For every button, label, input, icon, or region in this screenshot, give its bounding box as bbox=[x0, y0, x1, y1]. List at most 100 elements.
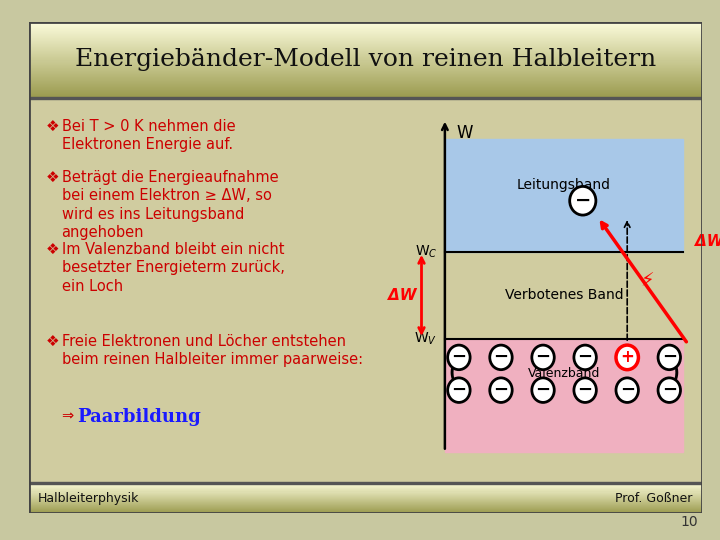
Text: ❖: ❖ bbox=[45, 170, 59, 185]
Text: −: − bbox=[536, 348, 551, 366]
Text: Energiebänder-Modell von reinen Halbleitern: Energiebänder-Modell von reinen Halbleit… bbox=[75, 49, 656, 71]
Bar bbox=[29, 26, 702, 28]
Bar bbox=[29, 44, 702, 45]
Bar bbox=[29, 486, 702, 488]
Bar bbox=[29, 79, 702, 81]
Text: −: − bbox=[451, 348, 467, 366]
Bar bbox=[29, 504, 702, 506]
Bar bbox=[29, 25, 702, 26]
Bar bbox=[29, 76, 702, 77]
Bar bbox=[29, 76, 702, 78]
Bar bbox=[29, 31, 702, 33]
Bar bbox=[29, 69, 702, 71]
Text: −: − bbox=[493, 381, 508, 399]
Text: 10: 10 bbox=[681, 515, 698, 529]
Bar bbox=[29, 484, 702, 485]
Bar bbox=[29, 89, 702, 90]
Bar bbox=[29, 57, 702, 58]
Bar bbox=[29, 30, 702, 32]
Text: ): ) bbox=[669, 359, 680, 388]
Bar bbox=[29, 493, 702, 495]
Bar bbox=[29, 67, 702, 69]
Bar bbox=[29, 43, 702, 44]
Text: −: − bbox=[662, 348, 677, 366]
Text: Valenzband: Valenzband bbox=[528, 367, 600, 380]
Bar bbox=[29, 482, 702, 484]
Circle shape bbox=[490, 345, 512, 370]
Bar bbox=[29, 495, 702, 497]
Text: −: − bbox=[577, 348, 593, 366]
Text: ein Loch: ein Loch bbox=[61, 279, 122, 294]
Bar bbox=[29, 24, 702, 26]
Bar bbox=[29, 488, 702, 489]
Bar bbox=[29, 64, 702, 66]
Text: angehoben: angehoben bbox=[61, 225, 144, 240]
Bar bbox=[29, 90, 702, 91]
Bar bbox=[29, 511, 702, 513]
Bar bbox=[29, 59, 702, 60]
Text: Leitungsband: Leitungsband bbox=[517, 178, 611, 192]
Bar bbox=[29, 94, 702, 95]
Text: Prof. Goßner: Prof. Goßner bbox=[616, 492, 693, 505]
Bar bbox=[29, 54, 702, 56]
Bar bbox=[29, 38, 702, 40]
Bar bbox=[29, 97, 702, 98]
Bar bbox=[29, 499, 702, 501]
Bar bbox=[29, 62, 702, 64]
Bar bbox=[29, 490, 702, 491]
Bar bbox=[29, 35, 702, 36]
Bar bbox=[29, 84, 702, 85]
Text: −: − bbox=[493, 348, 508, 366]
Bar bbox=[29, 46, 702, 48]
Bar bbox=[29, 508, 702, 510]
Bar bbox=[29, 72, 702, 74]
Bar bbox=[445, 139, 683, 252]
Bar bbox=[29, 51, 702, 52]
Text: Freie Elektronen und Löcher entstehen: Freie Elektronen und Löcher entstehen bbox=[61, 334, 346, 349]
Text: Halbleiterphysik: Halbleiterphysik bbox=[38, 492, 140, 505]
Text: ❖: ❖ bbox=[45, 242, 59, 256]
Bar bbox=[29, 37, 702, 39]
Bar bbox=[29, 92, 702, 93]
Bar bbox=[29, 91, 702, 92]
Bar bbox=[29, 85, 702, 86]
Bar bbox=[29, 73, 702, 75]
Bar bbox=[29, 508, 702, 509]
Circle shape bbox=[448, 345, 470, 370]
Circle shape bbox=[616, 378, 639, 402]
Text: −: − bbox=[620, 381, 635, 399]
Bar bbox=[29, 53, 702, 55]
Bar bbox=[29, 60, 702, 62]
Circle shape bbox=[532, 378, 554, 402]
Bar bbox=[29, 63, 702, 65]
Bar bbox=[29, 505, 702, 507]
Text: W: W bbox=[456, 124, 472, 142]
Bar bbox=[29, 32, 702, 34]
Bar bbox=[29, 485, 702, 487]
Bar bbox=[29, 77, 702, 79]
Text: Bei T > 0 K nehmen die: Bei T > 0 K nehmen die bbox=[61, 119, 235, 134]
Text: ΔW: ΔW bbox=[388, 288, 417, 303]
Text: −: − bbox=[662, 381, 677, 399]
Bar bbox=[29, 52, 702, 53]
Circle shape bbox=[574, 378, 596, 402]
Bar bbox=[29, 85, 702, 87]
Text: bei einem Elektron ≥ ΔW, so: bei einem Elektron ≥ ΔW, so bbox=[61, 188, 271, 204]
Bar bbox=[29, 497, 702, 498]
Text: −: − bbox=[536, 381, 551, 399]
Text: wird es ins Leitungsband: wird es ins Leitungsband bbox=[61, 207, 244, 222]
Bar bbox=[29, 494, 702, 496]
Text: besetzter Energieterm zurück,: besetzter Energieterm zurück, bbox=[61, 260, 284, 275]
Circle shape bbox=[532, 345, 554, 370]
Text: Paarbildung: Paarbildung bbox=[78, 408, 201, 426]
Circle shape bbox=[448, 378, 470, 402]
Bar bbox=[29, 82, 702, 83]
Text: Elektronen Energie auf.: Elektronen Energie auf. bbox=[61, 137, 233, 152]
Bar bbox=[29, 58, 702, 59]
Bar bbox=[29, 56, 702, 57]
Text: (: ( bbox=[448, 359, 459, 388]
Bar bbox=[29, 28, 702, 30]
Text: ⚡: ⚡ bbox=[641, 271, 654, 290]
Bar bbox=[29, 46, 702, 47]
Text: Verbotenes Band: Verbotenes Band bbox=[505, 288, 624, 302]
